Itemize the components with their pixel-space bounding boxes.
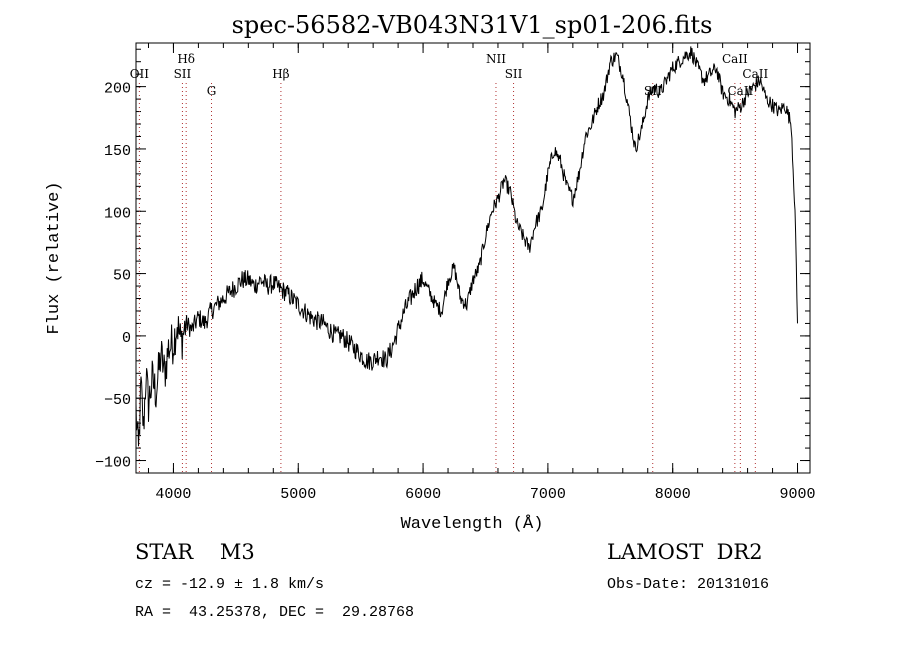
y-tick-label: 150 bbox=[104, 143, 131, 160]
x-tick-label: 6000 bbox=[405, 486, 441, 503]
survey-name: LAMOST DR2 bbox=[607, 540, 763, 564]
y-tick-label: 200 bbox=[104, 81, 131, 98]
plot-area: 4000 5000 6000 7000 8000 9000 −100 −50 0 50 100 150… bbox=[95, 42, 816, 503]
line-marker-label: OII bbox=[130, 67, 150, 81]
coordinates: RA = 43.25378, DEC = 29.28768 bbox=[135, 604, 415, 621]
object-class: STAR M3 bbox=[135, 540, 255, 564]
y-tick-label: 50 bbox=[113, 268, 131, 285]
spectrum-line bbox=[135, 46, 798, 447]
y-tick-label: 100 bbox=[104, 205, 131, 222]
line-marker-label: SII bbox=[174, 67, 192, 81]
line-marker-label: NII bbox=[486, 52, 506, 66]
y-axis-label: Flux (relative) bbox=[45, 181, 64, 334]
chart-title: spec-56582-VB043N31V1_sp01-206.fits bbox=[232, 11, 713, 39]
x-tick-label: 7000 bbox=[530, 486, 566, 503]
line-marker-label: CaII bbox=[742, 67, 768, 81]
y-tick-label: −50 bbox=[104, 392, 131, 409]
x-tick-label: 4000 bbox=[155, 486, 191, 503]
y-tick-label: 0 bbox=[122, 330, 131, 347]
x-tick-label: 8000 bbox=[655, 486, 691, 503]
line-marker-label: SII bbox=[505, 67, 523, 81]
y-tick-label: −100 bbox=[95, 455, 131, 472]
line-marker-label: CaII bbox=[722, 52, 748, 66]
redshift-velocity: cz = -12.9 ± 1.8 km/s bbox=[135, 576, 325, 593]
line-marker-label: Hδ bbox=[177, 52, 195, 66]
plot-frame bbox=[135, 42, 811, 474]
line-marker-label: Hβ bbox=[272, 67, 289, 81]
observation-date: Obs-Date: 20131016 bbox=[607, 576, 770, 593]
x-tick-label: 9000 bbox=[780, 486, 816, 503]
line-marker-label: CaII bbox=[727, 84, 753, 98]
line-marker-label: G bbox=[207, 84, 217, 98]
x-tick-label: 5000 bbox=[280, 486, 316, 503]
x-axis-label: Wavelength (Å) bbox=[401, 515, 544, 534]
